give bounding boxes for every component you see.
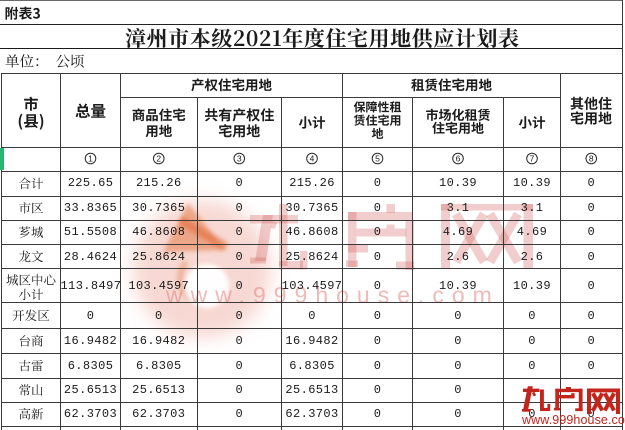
svg-text:www.999house.com: www.999house.com	[521, 413, 625, 427]
svg-text:3: 3	[237, 154, 242, 164]
svg-text:8: 8	[589, 154, 594, 164]
svg-text:1: 1	[88, 154, 93, 164]
svg-text:4: 4	[310, 154, 315, 164]
svg-text:6: 6	[456, 154, 461, 164]
svg-text:5: 5	[375, 154, 380, 164]
svg-text:www.999house.com: www.999house.com	[165, 282, 500, 308]
svg-text:2: 2	[156, 154, 161, 164]
svg-text:7: 7	[530, 154, 535, 164]
